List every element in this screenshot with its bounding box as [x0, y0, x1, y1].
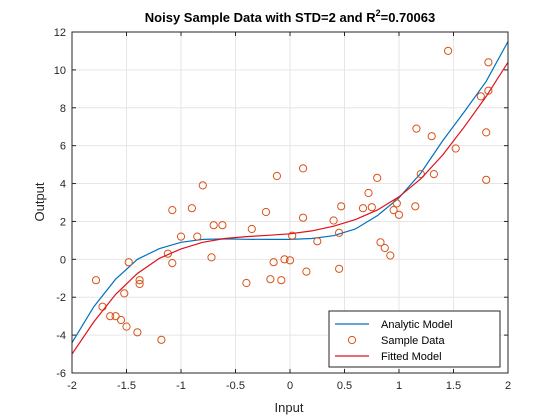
chart-title: Noisy Sample Data with STD=2 and R2=0.70…: [145, 8, 435, 25]
sample-point: [482, 128, 491, 137]
x-tick-label: -2: [67, 380, 77, 392]
sample-point: [269, 258, 278, 267]
sample-point: [218, 221, 227, 230]
x-axis-label: Input: [275, 400, 304, 415]
sample-point: [247, 224, 256, 234]
x-tick-label: 0: [287, 380, 293, 392]
sample-point: [272, 171, 281, 181]
sample-point: [329, 216, 338, 225]
series-line-fitted-model: [72, 61, 508, 355]
x-tick-label: -0.5: [226, 380, 245, 392]
sample-point: [389, 206, 398, 215]
sample-point: [168, 206, 177, 215]
sample-point: [299, 213, 308, 222]
sample-point: [476, 92, 485, 101]
y-tick-label: 0: [60, 254, 66, 266]
sample-point: [133, 328, 142, 337]
sample-point: [176, 232, 186, 241]
y-tick-label: 10: [54, 65, 66, 77]
y-tick-label: 4: [60, 179, 66, 191]
sample-point: [116, 315, 126, 325]
sample-point: [484, 58, 493, 67]
sample-point: [135, 279, 144, 289]
y-tick-label: -2: [56, 292, 66, 304]
y-tick-label: 12: [54, 27, 66, 39]
sample-point: [187, 204, 196, 213]
series-layer: [72, 41, 508, 355]
sample-point: [358, 204, 368, 213]
sample-point: [242, 278, 251, 288]
sample-point: [412, 124, 421, 133]
sample-point: [392, 199, 401, 208]
sample-point: [207, 253, 216, 262]
sample-point: [285, 256, 295, 265]
sample-point: [277, 276, 286, 285]
sample-point: [444, 46, 453, 56]
legend-label: Sample Data: [381, 335, 445, 347]
sample-point: [427, 132, 436, 141]
series-line-analytic-model: [72, 41, 508, 344]
x-tick-label: -1.5: [117, 380, 136, 392]
sample-point: [373, 173, 382, 182]
sample-point: [168, 259, 177, 268]
sample-point: [380, 243, 389, 253]
sample-point: [484, 86, 493, 95]
sample-point: [288, 231, 297, 240]
sample-point: [135, 276, 144, 285]
sample-point: [411, 202, 420, 211]
legend-label: Fitted Model: [381, 351, 442, 363]
sample-point: [122, 322, 131, 331]
sample-point: [302, 267, 311, 276]
sample-point: [157, 335, 166, 344]
sample-point: [376, 238, 385, 247]
sample-point: [91, 276, 101, 285]
legend: Analytic Model Sample Data Fitted Model: [328, 310, 501, 368]
sample-point: [124, 258, 133, 267]
sample-point: [106, 312, 115, 321]
sample-point: [266, 275, 275, 284]
y-tick-label: 2: [60, 216, 66, 228]
y-tick-label: -6: [56, 368, 66, 380]
sample-point: [367, 203, 376, 212]
sample-point: [198, 181, 207, 190]
sample-point: [120, 289, 129, 298]
chart-title-value: =0.70063: [381, 10, 436, 25]
sample-point: [163, 249, 172, 258]
x-tick-label: 2: [505, 380, 511, 392]
sample-point: [209, 221, 218, 230]
sample-point: [451, 144, 460, 153]
y-tick-label: 8: [60, 103, 66, 115]
sample-point: [364, 188, 373, 198]
sample-point: [394, 210, 404, 219]
chart-title-main: Noisy Sample Data with STD=2 and R: [145, 10, 376, 25]
legend-swatch-marker: [347, 335, 357, 345]
y-tick-label: -4: [56, 330, 66, 342]
chart-title-superscript: 2: [376, 8, 381, 18]
sample-point: [299, 164, 308, 173]
tick-layer: -2 -1.5 -1 -0.5 0 0.5 1 1.5 2 -6 -4 -2 0 2 4 6 8 10 12: [54, 27, 511, 392]
y-axis-label: Output: [32, 182, 47, 221]
x-tick-label: -1: [176, 380, 186, 392]
sample-point: [280, 255, 289, 264]
sample-point: [482, 175, 491, 184]
sample-point: [261, 207, 271, 217]
x-tick-label: 1: [396, 380, 402, 392]
sample-point: [429, 170, 438, 179]
sample-point: [337, 202, 346, 211]
x-tick-label: 1.5: [446, 380, 461, 392]
sample-point: [111, 312, 120, 321]
sample-point: [193, 232, 202, 241]
y-tick-label: 6: [60, 141, 66, 153]
legend-box: [328, 310, 501, 368]
legend-label: Analytic Model: [381, 319, 453, 331]
sample-point: [386, 251, 395, 260]
x-tick-label: 0.5: [337, 380, 352, 392]
sample-point: [313, 237, 322, 246]
sample-point: [335, 228, 344, 237]
sample-point: [335, 264, 344, 273]
